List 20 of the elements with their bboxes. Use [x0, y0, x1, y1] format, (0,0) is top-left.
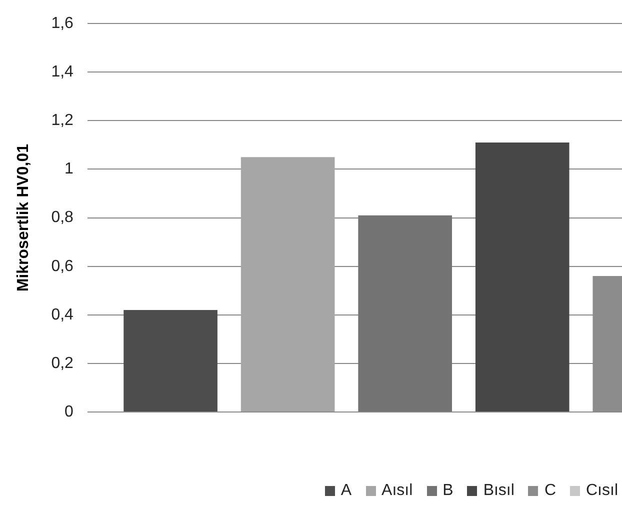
y-tick-label: 1: [64, 160, 74, 178]
legend-label: A: [340, 482, 352, 500]
bar: [240, 157, 335, 412]
y-tick-label: 1,4: [51, 64, 74, 81]
bar: [124, 310, 218, 412]
legend-label: Cısıl: [585, 482, 618, 500]
legend-label: B: [442, 482, 454, 500]
y-tick-label: 0,6: [51, 258, 74, 275]
bar: [358, 215, 452, 412]
legend-label: Aısıl: [380, 482, 413, 500]
legend-label: C: [543, 482, 556, 500]
y-tick-label: 0,2: [51, 354, 74, 372]
y-tick-label: 0,8: [51, 209, 74, 226]
y-tick-label: 0: [64, 403, 74, 420]
y-tick-label: 0,4: [51, 306, 74, 324]
y-tick-label: 1,2: [51, 112, 74, 130]
legend-label: Bısıl: [482, 482, 514, 500]
bar: [475, 142, 570, 412]
y-tick-label: 1,6: [51, 15, 74, 32]
y-axis-title: Mikrosertlik HV0,01: [15, 144, 32, 292]
